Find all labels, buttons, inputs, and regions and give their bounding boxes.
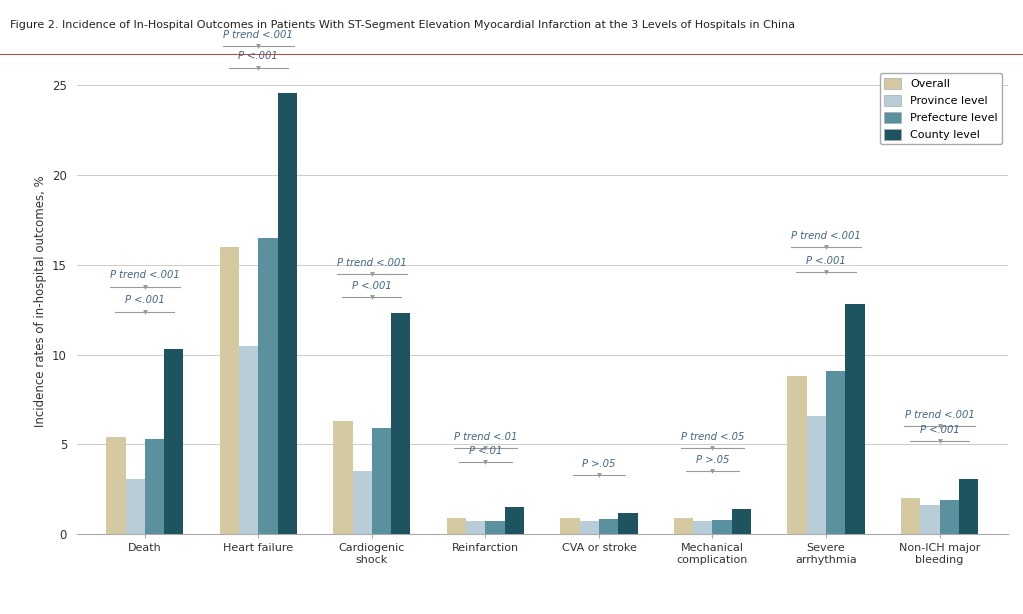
Text: P trend <.001: P trend <.001 [223,29,294,40]
Bar [694,521,712,534]
Text: P trend <.001: P trend <.001 [904,410,975,420]
Bar [486,521,504,534]
Text: Figure 2. Incidence of In-Hospital Outcomes in Patients With ST-Segment Elevatio: Figure 2. Incidence of In-Hospital Outco… [10,20,795,30]
Bar [788,376,807,534]
Bar [220,247,239,534]
Bar [807,416,826,534]
Text: P <.001: P <.001 [352,281,392,291]
Bar [598,519,618,534]
Bar [239,346,259,534]
Text: P >.05: P >.05 [696,455,729,465]
Bar [145,439,164,534]
Bar [580,521,598,534]
Text: P <.001: P <.001 [125,295,165,305]
Y-axis label: Incidence rates of in-hospital outcomes, %: Incidence rates of in-hospital outcomes,… [34,175,47,427]
Bar [391,313,410,534]
Text: P trend <.001: P trend <.001 [109,270,180,280]
Text: P trend <.01: P trend <.01 [454,432,517,441]
Bar [921,505,939,534]
Text: P trend <.001: P trend <.001 [337,258,407,268]
Bar [466,521,486,534]
Bar [504,507,524,534]
Bar [126,478,145,534]
Bar [618,513,637,534]
Bar [845,305,864,534]
Bar [826,371,845,534]
Bar [353,472,372,534]
Text: P <.001: P <.001 [238,51,278,61]
Text: P trend <.05: P trend <.05 [680,432,744,441]
Bar [712,520,731,534]
Bar [447,518,466,534]
Bar [106,437,126,534]
Bar [372,429,391,534]
Bar [333,421,353,534]
Bar [259,238,277,534]
Legend: Overall, Province level, Prefecture level, County level: Overall, Province level, Prefecture leve… [880,73,1003,144]
Text: P <.01: P <.01 [469,446,502,456]
Bar [277,93,297,534]
Text: P <.001: P <.001 [806,256,846,266]
Bar [164,349,183,534]
Bar [939,500,959,534]
Text: P <.001: P <.001 [920,424,960,435]
Bar [674,518,694,534]
Bar [959,478,978,534]
Bar [561,518,580,534]
Text: P trend <.001: P trend <.001 [791,231,861,241]
Text: P >.05: P >.05 [582,459,616,468]
Bar [731,509,751,534]
Bar [901,499,921,534]
